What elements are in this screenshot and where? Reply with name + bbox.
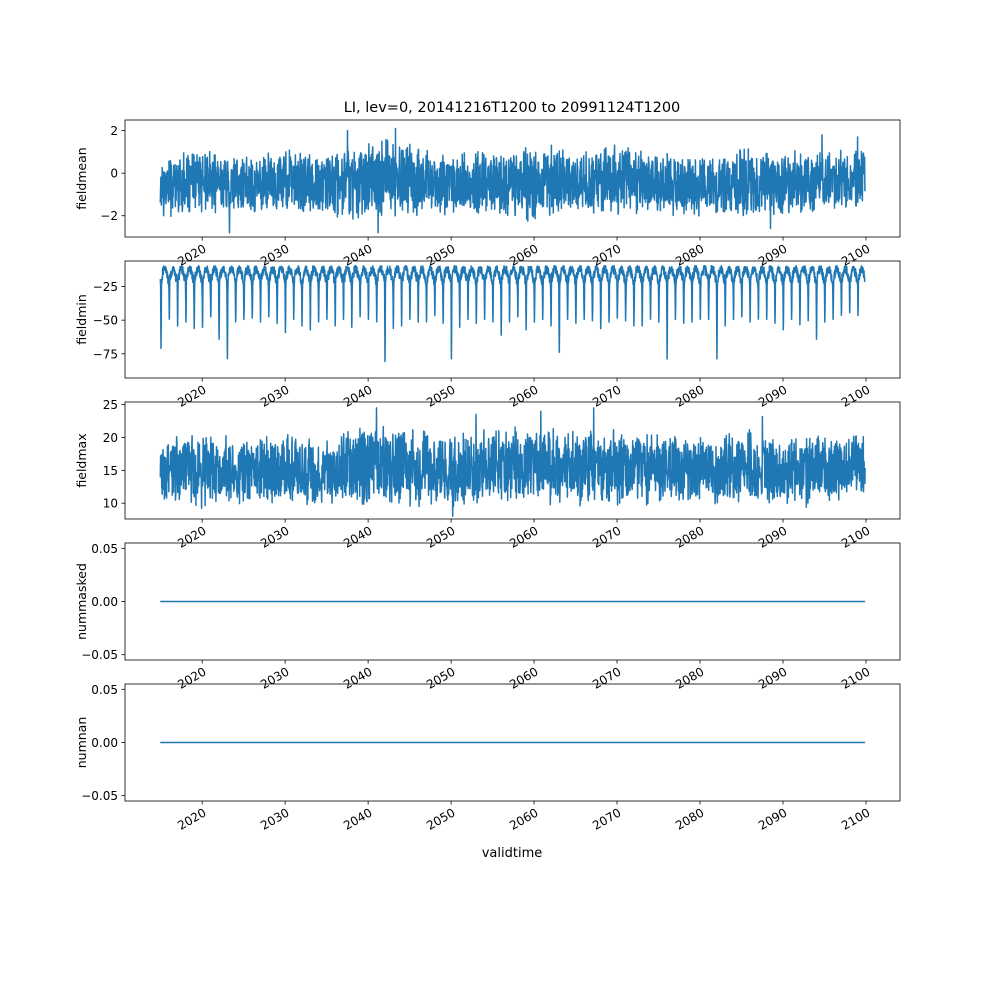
y-tick-label: 10 [103,497,118,511]
y-tick-label: −0.05 [81,789,118,803]
series-line [159,127,866,234]
y-tick-label: −75 [93,347,118,361]
y-tick-label: 0.00 [91,595,118,609]
y-tick-label: 0.00 [91,736,118,750]
y-tick-label: −25 [93,280,118,294]
y-tick-label: 25 [103,398,118,412]
y-axis-label: fieldmin [74,294,89,345]
series-line [159,264,866,363]
y-tick-label: 0 [110,167,118,181]
y-tick-label: −2 [100,209,118,223]
y-axis-label: fieldmax [74,433,89,487]
y-tick-label: 15 [103,464,118,478]
y-axis-label: numnan [74,717,89,769]
x-axis-label: validtime [482,846,543,861]
y-tick-label: 0.05 [91,542,118,556]
y-tick-label: 20 [103,431,118,445]
series-line [159,407,866,518]
y-axis-label: nummasked [74,563,89,640]
y-axis-label: fieldmean [74,147,89,209]
figure-title: LI, lev=0, 20141216T1200 to 20991124T120… [344,100,681,116]
y-tick-label: −50 [93,314,118,328]
axes-frame [124,260,901,379]
y-tick-label: 0.05 [91,683,118,697]
y-tick-label: −0.05 [81,648,118,662]
axes-frame [124,119,901,238]
y-tick-label: 2 [110,124,118,138]
axes-frame [124,401,901,520]
